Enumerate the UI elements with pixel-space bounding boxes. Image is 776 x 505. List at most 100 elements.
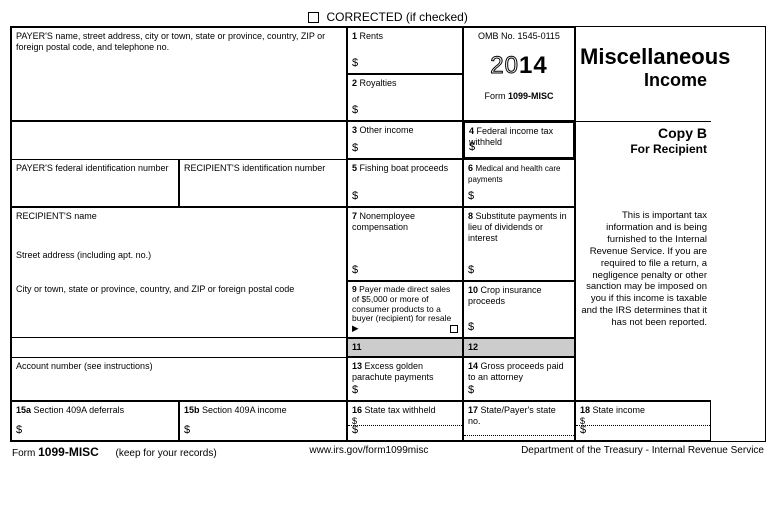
street-label: Street address (including apt. no.)	[16, 250, 151, 260]
box-17-state-no: 17 State/Payer's state no.	[463, 401, 575, 441]
box-15a: 15a Section 409A deferrals $	[11, 401, 179, 441]
box6-label: Medical and health care payments	[468, 164, 560, 184]
box4-dollar: $	[469, 141, 475, 154]
payer-spacer	[11, 121, 347, 159]
box17-dotted	[464, 426, 574, 436]
footer-form-label: Form	[12, 448, 35, 459]
box-5-fishing: 5 Fishing boat proceeds $	[347, 159, 463, 207]
box7-num: 7	[352, 211, 357, 221]
box4-num: 4	[469, 126, 474, 136]
box9-num: 9	[352, 284, 357, 294]
footer-left: Form 1099-MISC (keep for your records)	[12, 445, 217, 459]
box16-num: 16	[352, 405, 362, 415]
info-text-box: This is important tax information and is…	[575, 207, 711, 401]
omb-number: OMB No. 1545-0115	[468, 31, 570, 42]
box6-dollar: $	[468, 190, 474, 203]
box15a-dollar: $	[16, 424, 22, 437]
title-box: Miscellaneous Income	[575, 27, 711, 121]
box2-dollar: $	[352, 104, 358, 117]
box14-dollar: $	[468, 384, 474, 397]
box8-dollar: $	[468, 264, 474, 277]
box1-num: 1	[352, 31, 357, 41]
box-11: 11	[347, 338, 463, 357]
omb-year-box: OMB No. 1545-0115 2014 Form 1099-MISC	[463, 27, 575, 121]
footer-keep: (keep for your records)	[116, 448, 217, 459]
corrected-row: CORRECTED (if checked)	[10, 10, 766, 26]
box15b-num: 15b	[184, 405, 200, 415]
box13-dollar: $	[352, 384, 358, 397]
box-7-nonemployee: 7 Nonemployee compensation $	[347, 207, 463, 281]
box18-label: State income	[593, 405, 646, 415]
year-suffix: 14	[519, 52, 548, 79]
box14-label: Gross proceeds paid to an attorney	[468, 361, 564, 382]
box1-label: Rents	[360, 31, 384, 41]
box7-label: Nonemployee compensation	[352, 211, 415, 232]
payer-info-label: PAYER'S name, street address, city or to…	[16, 31, 325, 52]
box12-num: 12	[468, 342, 478, 352]
box14-num: 14	[468, 361, 478, 371]
account-label: Account number (see instructions)	[16, 361, 153, 371]
box18-num: 18	[580, 405, 590, 415]
box17-num: 17	[468, 405, 478, 415]
box-12: 12	[463, 338, 575, 357]
box5-label: Fishing boat proceeds	[360, 163, 449, 173]
box15a-num: 15a	[16, 405, 31, 415]
box-13-parachute: 13 Excess golden parachute payments $	[347, 357, 463, 401]
box13-num: 13	[352, 361, 362, 371]
box-15b: 15b Section 409A income $	[179, 401, 347, 441]
box16-label: State tax withheld	[365, 405, 436, 415]
title-line1: Miscellaneous	[580, 44, 707, 70]
payer-fed-label: PAYER'S federal identification number	[16, 163, 168, 173]
copy-b: Copy B	[580, 125, 707, 142]
box9-label: Payer made direct sales of $5,000 or mor…	[352, 284, 451, 323]
box-18-state-income: 18 State income $ $	[575, 401, 711, 441]
box-16-state-tax: 16 State tax withheld $ $	[347, 401, 463, 441]
box18-dotted: $	[576, 416, 710, 426]
box8-num: 8	[468, 211, 473, 221]
form-grid: PAYER'S name, street address, city or to…	[10, 26, 766, 442]
box18-dollar2: $	[580, 424, 586, 437]
form-id-row: Form 1099-MISC	[468, 91, 570, 102]
tax-year: 2014	[468, 52, 570, 81]
box15b-dollar: $	[184, 424, 190, 437]
payer-fed-id-box: PAYER'S federal identification number	[11, 159, 179, 207]
box9-checkbox[interactable]	[450, 325, 458, 333]
box-4-fed-tax: 4 Federal income tax withheld $	[463, 121, 575, 159]
box16-dollar2: $	[352, 424, 358, 437]
street-address-box: Street address (including apt. no.)	[11, 247, 347, 281]
for-recipient: For Recipient	[580, 142, 707, 156]
box15b-label: Section 409A income	[202, 405, 287, 415]
box3-label: Other income	[360, 125, 414, 135]
box-2-royalties: 2 Royalties $	[347, 74, 463, 121]
account-number-box: Account number (see instructions)	[11, 357, 347, 401]
recipient-name-box: RECIPIENT'S name	[11, 207, 347, 247]
box10-dollar: $	[468, 321, 474, 334]
recipient-spacer	[11, 338, 347, 357]
form-name: 1099-MISC	[508, 91, 554, 101]
box9-arrow: ▶	[352, 324, 359, 334]
info-text: This is important tax information and is…	[581, 210, 707, 328]
footer: Form 1099-MISC (keep for your records) w…	[10, 442, 766, 462]
box-14-attorney: 14 Gross proceeds paid to an attorney $	[463, 357, 575, 401]
recipient-id-box: RECIPIENT'S identification number	[179, 159, 347, 207]
box6-num: 6	[468, 163, 473, 173]
recip-id-label: RECIPIENT'S identification number	[184, 163, 325, 173]
corrected-label: CORRECTED (if checked)	[326, 10, 467, 24]
recip-name-label: RECIPIENT'S name	[16, 211, 97, 221]
box17-label: State/Payer's state no.	[468, 405, 556, 426]
box4-label: Federal income tax withheld	[469, 126, 553, 147]
box7-dollar: $	[352, 264, 358, 277]
box16-dotted: $	[348, 416, 462, 426]
box1-dollar: $	[352, 57, 358, 70]
box-9-direct-sales: 9 Payer made direct sales of $5,000 or m…	[347, 281, 463, 338]
corrected-checkbox[interactable]	[308, 12, 319, 23]
box-3-other: 3 Other income $	[347, 121, 463, 159]
form-label: Form	[484, 91, 505, 101]
box11-num: 11	[352, 342, 362, 352]
title-line2: Income	[580, 70, 707, 92]
box-8-substitute: 8 Substitute payments in lieu of dividen…	[463, 207, 575, 281]
box3-dollar: $	[352, 142, 358, 155]
right-spacer-1	[575, 159, 711, 207]
box10-num: 10	[468, 285, 478, 295]
footer-dept: Department of the Treasury - Internal Re…	[521, 445, 764, 459]
